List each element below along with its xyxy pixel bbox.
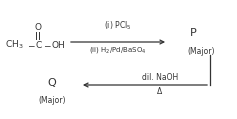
Text: Q: Q [48,78,56,88]
Text: $-$: $-$ [27,40,36,50]
Text: $-$: $-$ [43,40,52,50]
Text: (ii) H$_2$/Pd/BaSO$_4$: (ii) H$_2$/Pd/BaSO$_4$ [89,45,147,55]
Text: CH$_3$: CH$_3$ [5,39,24,51]
Text: O: O [35,23,41,32]
Text: P: P [190,28,196,38]
Text: OH: OH [52,40,66,50]
Text: dil. NaOH: dil. NaOH [142,73,178,82]
Text: (Major): (Major) [187,47,215,56]
Text: (Major): (Major) [38,96,66,105]
Text: (i) PCl$_5$: (i) PCl$_5$ [104,20,132,32]
Text: C: C [36,40,42,50]
Text: Δ: Δ [157,87,163,96]
